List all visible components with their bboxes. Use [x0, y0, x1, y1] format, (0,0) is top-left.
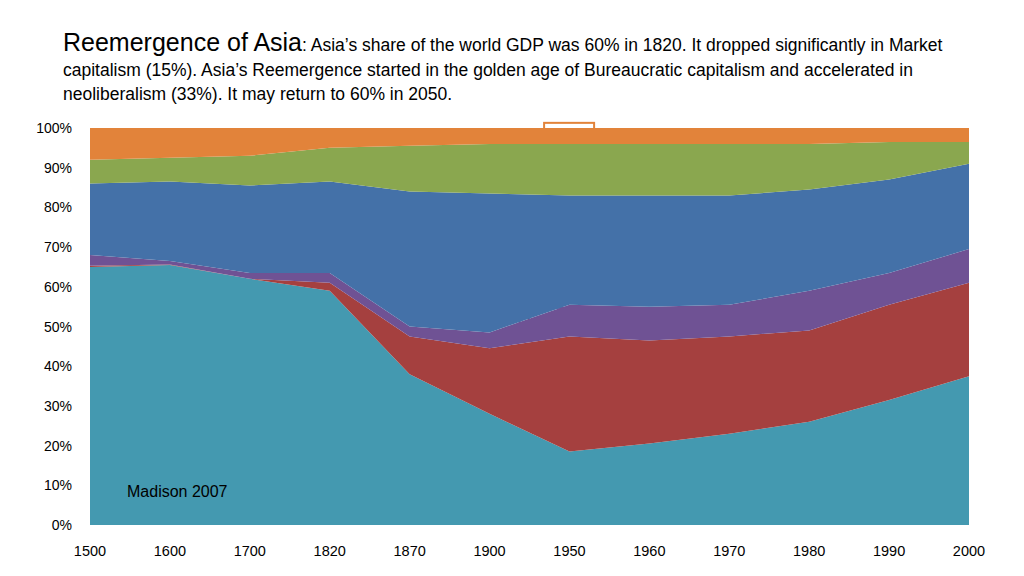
title: Reemergence of Asia: [63, 28, 302, 56]
annotation: Madison 2007: [127, 483, 228, 500]
plot-area: [90, 128, 969, 525]
x-tick-label: 1980: [793, 543, 825, 559]
x-tick-label: 1900: [473, 543, 505, 559]
y-tick-label: 70%: [44, 239, 72, 255]
x-tick-label: 1820: [314, 543, 346, 559]
y-tick-label: 10%: [44, 477, 72, 493]
chart: 0% 10% 20% 30% 40% 50% 60% 70% 80% 90% 100% 1500 160…: [0, 0, 1024, 576]
x-tick-label: 1870: [394, 543, 426, 559]
y-tick-label: 80%: [44, 199, 72, 215]
y-tick-label: 0%: [52, 517, 72, 533]
y-tick-label: 30%: [44, 398, 72, 414]
x-tick-label: 2000: [953, 543, 985, 559]
y-tick-label: 90%: [44, 160, 72, 176]
x-tick-label: 1500: [74, 543, 106, 559]
y-tick-label: 50%: [44, 319, 72, 335]
y-tick-label: 20%: [44, 438, 72, 454]
x-tick-label: 1960: [633, 543, 665, 559]
x-tick-label: 1990: [873, 543, 905, 559]
y-tick-label: 60%: [44, 279, 72, 295]
x-tick-label: 1700: [234, 543, 266, 559]
x-tick-label: 1600: [154, 543, 186, 559]
area-5: [90, 128, 969, 160]
y-tick-label: 100%: [36, 120, 72, 136]
x-tick-label: 1970: [713, 543, 745, 559]
y-tick-label: 40%: [44, 358, 72, 374]
x-tick-label: 1950: [553, 543, 585, 559]
header: Reemergence of Asia: Asia’s share of the…: [63, 26, 973, 106]
